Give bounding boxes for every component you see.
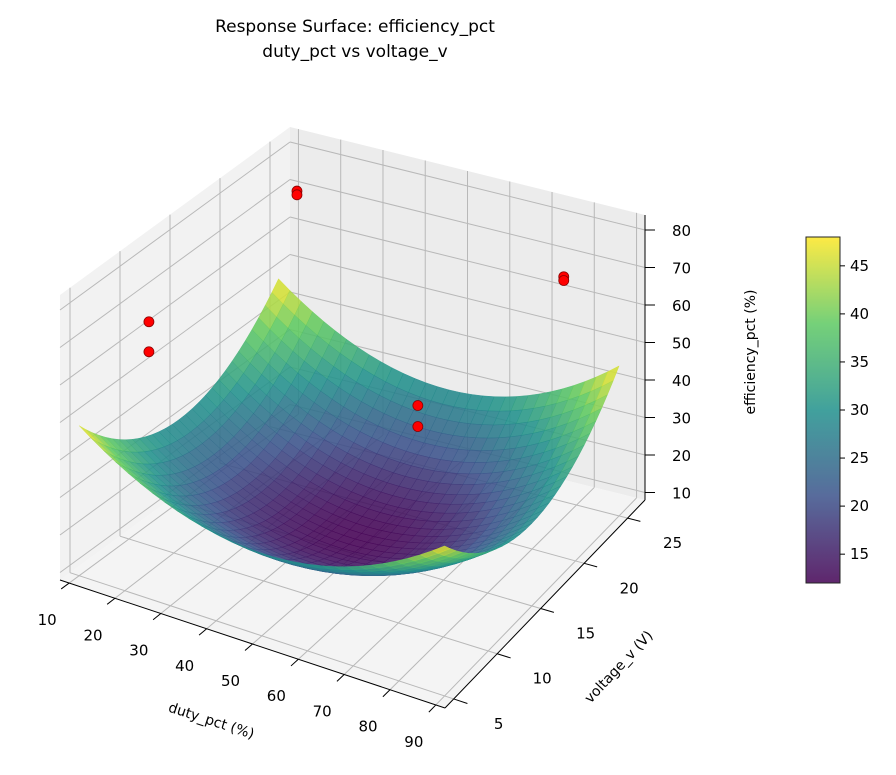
data-point	[558, 275, 570, 286]
x-tick	[106, 597, 116, 605]
x-axis-label: duty_pct (%)	[166, 700, 256, 743]
x-tick-label: 80	[358, 718, 377, 736]
colorbar-tick-label: 25	[850, 449, 869, 467]
colorbar-gradient	[805, 236, 841, 584]
axes: 10 20 30 40 50 60 70 80 90 5 10 15 20 25 10 20 30 40 50 60 7…	[38, 215, 691, 751]
x-tick-label: 60	[267, 687, 286, 705]
floor-gridline-x	[435, 497, 637, 706]
surface-patch	[431, 545, 451, 554]
y-tick-label: 15	[576, 625, 595, 643]
x-tick-label: 40	[175, 657, 194, 675]
x-tick-label: 50	[221, 672, 240, 690]
scatter-points	[143, 185, 570, 432]
y-tick-label: 20	[620, 579, 639, 597]
y-tick	[453, 698, 468, 704]
colorbar-tick-label: 15	[850, 545, 869, 563]
z-tick-label: 80	[672, 222, 691, 240]
x-tick-label: 30	[129, 642, 148, 660]
y-tick	[627, 517, 641, 522]
back-gridline-z	[289, 141, 646, 231]
left-gridline-z	[59, 254, 291, 423]
y-tick	[583, 562, 598, 568]
x-tick	[60, 582, 70, 590]
x-tick	[382, 689, 391, 698]
left-gridline-z	[59, 291, 291, 461]
left-gridline-z	[59, 141, 291, 311]
back-gridline-z	[289, 216, 646, 306]
colorbar-tick-label: 35	[850, 353, 869, 371]
x-tick	[336, 674, 345, 682]
y-tick-label: 5	[494, 715, 504, 733]
x-tick-label: 20	[83, 626, 102, 644]
floor-gridline-y	[119, 535, 498, 655]
y-tick-label: 10	[533, 670, 552, 688]
left-gridline-z	[59, 216, 291, 386]
back-gridline-z	[289, 254, 646, 343]
left-gridline-z	[59, 179, 291, 348]
colorbar-tick-label: 40	[850, 305, 869, 323]
back-gridline-z	[289, 179, 646, 268]
z-tick-label: 40	[672, 372, 691, 390]
chart-title-line1: Response Surface: efficiency_pct	[215, 17, 495, 37]
data-point	[412, 421, 424, 432]
back-gridline-z	[289, 291, 646, 381]
y-tick-label: 25	[663, 534, 682, 552]
data-point	[143, 346, 155, 358]
x-tick-label: 90	[404, 733, 423, 751]
y-axis-line	[444, 499, 646, 709]
x-tick	[290, 658, 299, 667]
x-tick-label: 10	[38, 611, 57, 629]
y-tick	[540, 608, 555, 613]
colorbar-tick-label: 45	[850, 257, 869, 275]
left-pane	[60, 127, 290, 580]
data-point	[412, 400, 424, 411]
x-axis-line	[59, 579, 446, 709]
floor-gridline-x	[389, 487, 595, 691]
z-tick-label: 20	[672, 447, 691, 465]
x-tick	[198, 628, 207, 636]
x-tick	[428, 704, 437, 713]
y-tick	[497, 653, 511, 659]
colorbar: 15 20 25 30 35 40 45	[805, 236, 869, 584]
floor-gridline-y	[69, 572, 454, 700]
x-tick	[244, 643, 253, 651]
data-point	[291, 189, 303, 201]
colorbar-tick-label: 20	[850, 497, 869, 515]
z-tick-label: 30	[672, 410, 691, 428]
data-point	[143, 316, 155, 328]
z-tick-label: 10	[672, 485, 691, 503]
surface	[78, 278, 620, 576]
colorbar-tick-label: 30	[850, 401, 869, 419]
z-tick-label: 60	[672, 297, 691, 315]
chart-title-line2: duty_pct vs voltage_v	[262, 42, 447, 62]
x-tick-label: 70	[313, 702, 332, 720]
z-axis-label: efficiency_pct (%)	[743, 290, 759, 415]
z-tick-label: 70	[672, 260, 691, 278]
z-tick-label: 50	[672, 335, 691, 353]
x-tick	[152, 613, 162, 621]
